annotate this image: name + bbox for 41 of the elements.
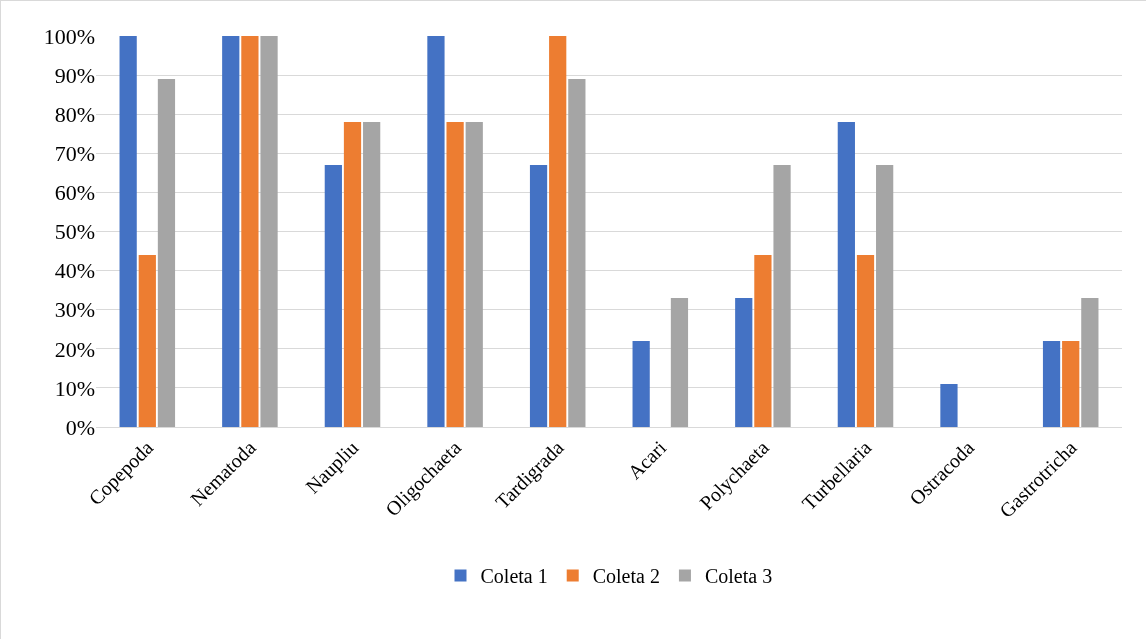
y-tick-label: 30% bbox=[54, 297, 95, 323]
legend-label: Coleta 2 bbox=[592, 565, 660, 588]
bar bbox=[876, 165, 894, 427]
bar bbox=[446, 122, 464, 427]
bar bbox=[568, 79, 586, 427]
bar bbox=[670, 297, 689, 427]
bar bbox=[754, 254, 772, 427]
bar bbox=[632, 340, 650, 427]
bar bbox=[529, 165, 548, 427]
bar bbox=[465, 122, 483, 427]
bar bbox=[157, 79, 176, 427]
legend-label: Coleta 1 bbox=[480, 565, 548, 588]
y-tick-label: 60% bbox=[54, 180, 95, 206]
legend-label: Coleta 3 bbox=[704, 565, 773, 588]
bar bbox=[324, 165, 342, 427]
bar bbox=[260, 36, 278, 427]
bar bbox=[773, 165, 791, 427]
bar bbox=[940, 383, 958, 427]
y-tick-label: 20% bbox=[54, 336, 95, 362]
bar bbox=[1042, 340, 1061, 427]
y-tick-label: 10% bbox=[54, 375, 95, 401]
y-tick-label: 50% bbox=[54, 219, 95, 245]
bar bbox=[856, 254, 875, 427]
y-tick-label: 0% bbox=[65, 414, 95, 440]
y-tick-label: 40% bbox=[54, 258, 95, 284]
bar bbox=[1062, 340, 1080, 427]
bar bbox=[343, 122, 362, 427]
bar bbox=[735, 297, 753, 427]
bar bbox=[222, 36, 240, 427]
y-tick-label: 80% bbox=[54, 101, 95, 127]
bar bbox=[1081, 297, 1099, 427]
bar bbox=[549, 36, 567, 427]
y-tick-label: 90% bbox=[54, 62, 95, 88]
y-tick-label: 70% bbox=[54, 141, 95, 166]
bar bbox=[837, 122, 855, 427]
bar bbox=[363, 122, 381, 427]
bar bbox=[427, 36, 445, 427]
bar bbox=[138, 254, 156, 427]
bar bbox=[119, 36, 137, 427]
y-tick-label: 100% bbox=[43, 23, 95, 49]
bar bbox=[241, 36, 259, 427]
